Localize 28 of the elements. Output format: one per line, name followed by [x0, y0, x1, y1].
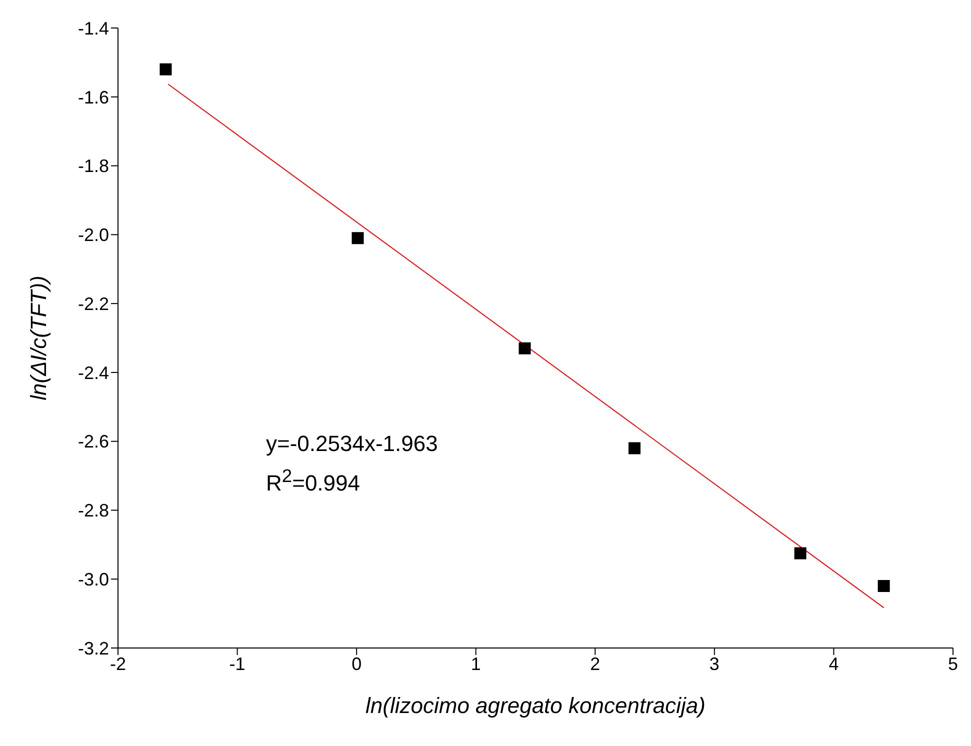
y-tick-label: -2.8 [78, 500, 109, 521]
y-tick-label: -2.2 [78, 294, 109, 314]
x-axis-title: ln(lizocimo agregato koncentracija) [366, 693, 706, 718]
y-tick-label: -2.0 [78, 225, 109, 246]
point [160, 63, 172, 76]
y-tick-label: -3.2 [78, 638, 109, 658]
x-tick-label: -2 [110, 654, 126, 674]
y-tick-label: -2.6 [78, 432, 109, 452]
x-tick-label: -1 [229, 654, 246, 674]
y-tick-label: -2.4 [78, 362, 109, 383]
point [518, 342, 531, 354]
point [352, 232, 364, 244]
x-tick-label: 5 [948, 654, 958, 674]
annotation: R$^{2}$=0.994 [266, 464, 361, 498]
x-tick-label: 1 [470, 654, 481, 674]
y-tick-label: -3.0 [78, 570, 109, 590]
y-tick-label: -1.4 [78, 18, 109, 38]
point [794, 547, 806, 560]
x-tick-label: 0 [352, 654, 362, 674]
point [628, 442, 641, 454]
y-axis-title: ln(ΔI/c(TFT)) [26, 276, 51, 400]
y-tick-label: -1.8 [78, 156, 109, 176]
x-tick-label: 2 [590, 654, 600, 674]
x-tick-label: 4 [828, 654, 839, 674]
x-tick-label: 3 [709, 654, 720, 674]
point [878, 580, 890, 592]
y-tick-label: -1.6 [78, 87, 109, 108]
annotation: y=-0.2534x-1.963 [266, 430, 438, 458]
